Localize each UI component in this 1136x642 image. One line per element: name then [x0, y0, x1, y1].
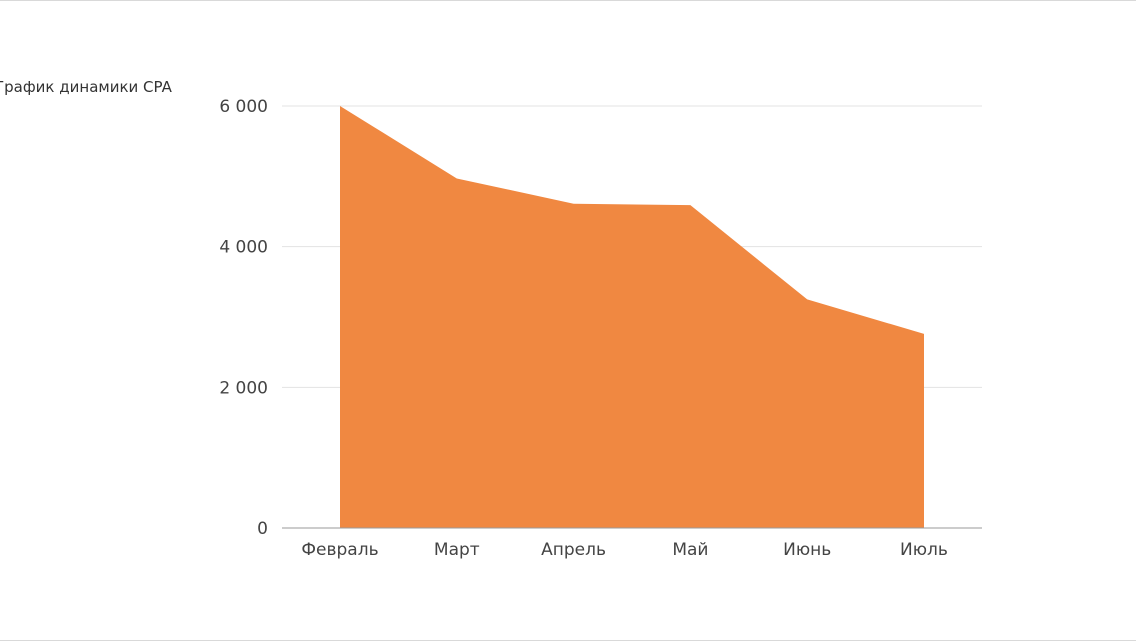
bottom-divider [0, 640, 1136, 641]
data-point [687, 202, 693, 208]
y-tick-label: 6 000 [219, 97, 268, 117]
y-tick-label: 4 000 [219, 238, 268, 258]
data-point [571, 201, 577, 207]
x-tick-label: Февраль [301, 540, 378, 560]
area-series [340, 106, 924, 528]
x-tick-label: Май [672, 540, 708, 560]
data-point [454, 175, 460, 181]
data-point [921, 331, 927, 337]
chart-title: График динамики CPA [0, 78, 172, 96]
top-divider [0, 0, 1136, 1]
data-point [804, 296, 810, 302]
data-point [337, 103, 343, 109]
x-tick-label: Июль [900, 540, 948, 560]
x-tick-label: Апрель [541, 540, 606, 560]
x-tick-label: Март [434, 540, 480, 560]
y-tick-label: 2 000 [219, 378, 268, 398]
x-tick-label: Июнь [783, 540, 831, 560]
y-tick-label: 0 [257, 519, 268, 539]
